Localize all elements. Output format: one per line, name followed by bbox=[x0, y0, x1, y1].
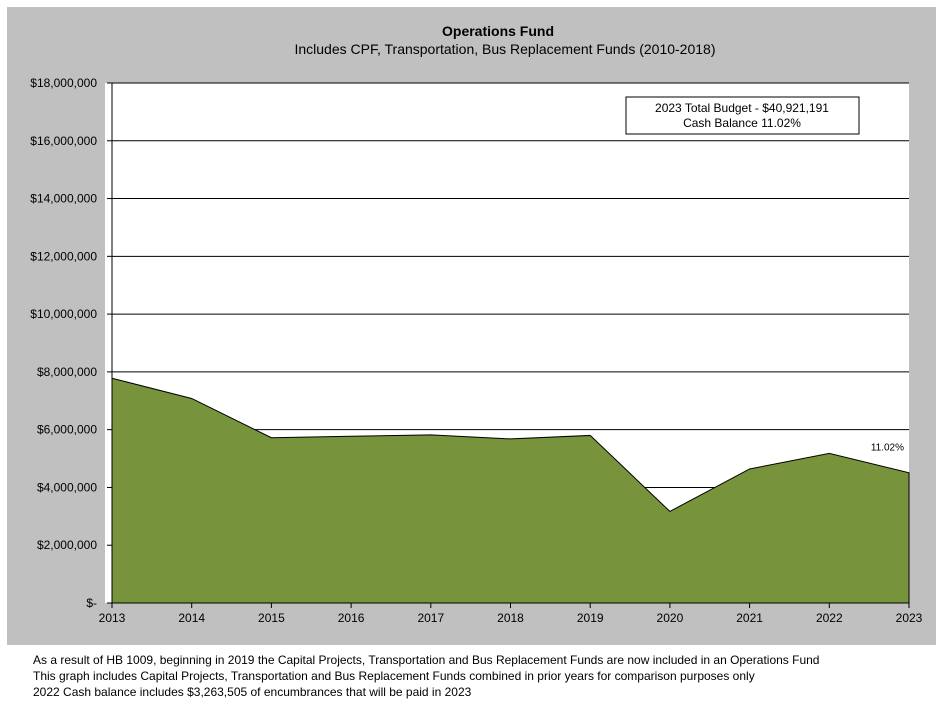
info-box-line-2: Cash Balance 11.02% bbox=[683, 116, 801, 130]
footnotes: As a result of HB 1009, beginning in 201… bbox=[33, 652, 819, 700]
x-tick-label: 2023 bbox=[896, 611, 923, 625]
y-tick-label: $4,000,000 bbox=[37, 480, 97, 494]
x-tick-label: 2021 bbox=[736, 611, 763, 625]
y-axis-tick-labels: $- $2,000,000 $4,000,000 $6,000,000 $8,000,0… bbox=[30, 76, 97, 610]
x-tick-label: 2016 bbox=[338, 611, 365, 625]
info-box: 2023 Total Budget - $40,921,191 Cash Bal… bbox=[625, 96, 860, 135]
x-tick-label: 2014 bbox=[178, 611, 205, 625]
chart-subtitle: Includes CPF, Transportation, Bus Replac… bbox=[294, 41, 715, 57]
info-box-border bbox=[625, 96, 860, 135]
y-tick-label: $14,000,000 bbox=[30, 192, 97, 206]
x-tick-label: 2017 bbox=[417, 611, 444, 625]
y-tick-label: $- bbox=[86, 596, 97, 610]
y-tick-label: $6,000,000 bbox=[37, 423, 97, 437]
x-tick-label: 2013 bbox=[99, 611, 126, 625]
operations-fund-chart: Operations Fund Includes CPF, Transporta… bbox=[30, 23, 923, 625]
y-tick-label: $12,000,000 bbox=[30, 249, 97, 263]
x-tick-label: 2022 bbox=[816, 611, 843, 625]
footnote-2: This graph includes Capital Projects, Tr… bbox=[33, 669, 755, 683]
chart-panel: Operations Fund Includes CPF, Transporta… bbox=[7, 7, 936, 645]
y-tick-label: $18,000,000 bbox=[30, 76, 97, 90]
area-fill bbox=[111, 377, 910, 604]
footnote-1: As a result of HB 1009, beginning in 201… bbox=[33, 653, 820, 667]
x-tick-label: 2019 bbox=[577, 611, 604, 625]
data-label-2023: 11.02% bbox=[871, 443, 904, 454]
info-box-line-1: 2023 Total Budget - $40,921,191 bbox=[655, 101, 829, 115]
chart-title: Operations Fund bbox=[442, 23, 554, 39]
data-labels: 11.02% bbox=[871, 443, 904, 454]
y-tick-label: $2,000,000 bbox=[37, 538, 97, 552]
footnote-3: 2022 Cash balance includes $3,263,505 of… bbox=[33, 685, 472, 699]
axes bbox=[107, 82, 910, 608]
x-tick-label: 2018 bbox=[497, 611, 524, 625]
x-axis-tick-labels: 2013 2014 2015 2016 2017 2018 2019 2020 2021 2022… bbox=[99, 611, 923, 625]
y-tick-label: $10,000,000 bbox=[30, 307, 97, 321]
y-tick-label: $8,000,000 bbox=[37, 365, 97, 379]
x-tick-label: 2015 bbox=[258, 611, 285, 625]
y-tick-label: $16,000,000 bbox=[30, 134, 97, 148]
series-area bbox=[111, 377, 910, 604]
x-tick-label: 2020 bbox=[657, 611, 684, 625]
